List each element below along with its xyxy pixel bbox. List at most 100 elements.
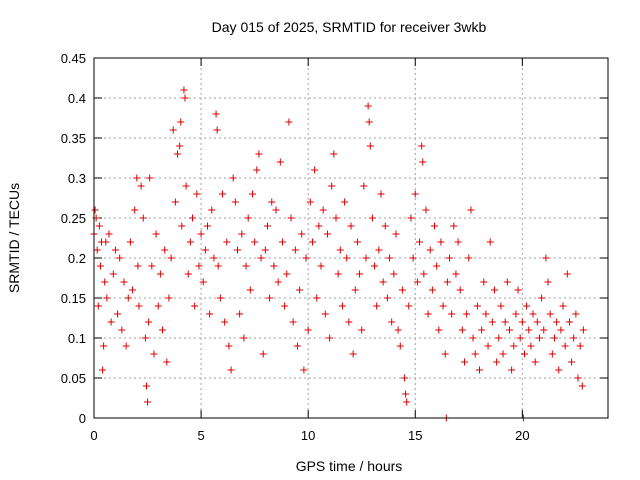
data-point [126,238,134,246]
data-point [328,182,336,190]
data-point [189,214,197,222]
data-point [137,182,145,190]
data-point [371,262,379,270]
data-point [206,310,214,318]
data-point [216,294,224,302]
data-point [559,302,567,310]
data-point [210,254,218,262]
data-point [122,342,130,350]
data-point [424,310,432,318]
x-tick-label: 20 [515,428,529,443]
data-point [204,222,212,230]
data-point [178,222,186,230]
data-point [544,278,552,286]
data-point [336,246,344,254]
data-point [259,350,267,358]
data-point [523,302,531,310]
data-point [302,254,310,262]
data-point [550,334,558,342]
data-point [191,302,199,310]
data-point [257,254,265,262]
data-point [403,398,411,406]
data-point [431,222,439,230]
data-point [255,150,263,158]
data-point [141,334,149,342]
data-point [101,278,109,286]
data-point [208,206,216,214]
data-point [422,206,430,214]
data-point [338,302,346,310]
data-point [171,198,179,206]
data-point [484,342,492,350]
data-point [360,182,368,190]
data-point [478,326,486,334]
data-point [296,286,304,294]
data-point [134,262,142,270]
data-point [304,326,312,334]
x-tick-label: 5 [197,428,204,443]
data-point [139,214,147,222]
data-point [176,142,184,150]
data-point [411,190,419,198]
data-point [480,278,488,286]
data-point [105,230,113,238]
data-point [94,302,102,310]
data-point [131,206,139,214]
data-point [426,246,434,254]
data-point [116,254,124,262]
data-point [248,190,256,198]
data-point [358,326,366,334]
data-point [565,318,573,326]
data-point [452,270,460,278]
data-point [223,238,231,246]
data-point [377,190,385,198]
data-point [416,238,424,246]
y-tick-label: 0.1 [68,331,86,346]
data-point [441,350,449,358]
data-point [473,302,481,310]
data-point [180,86,188,94]
y-tick-label: 0.25 [61,211,86,226]
data-point [407,214,415,222]
data-point [396,342,404,350]
data-point [129,286,137,294]
data-point [347,222,355,230]
data-point [276,158,284,166]
data-point [443,278,451,286]
data-point [501,318,509,326]
data-point [146,174,154,182]
data-point [263,222,271,230]
data-point [418,142,426,150]
data-point [181,94,189,102]
data-point [236,310,244,318]
data-point [401,374,409,382]
data-point [497,302,505,310]
data-point [213,126,221,134]
data-point [493,358,501,366]
data-point [201,246,209,254]
data-point [144,398,152,406]
data-point [568,358,576,366]
data-point [274,278,282,286]
data-point [383,294,391,302]
y-tick-label: 0.3 [68,171,86,186]
data-point [525,326,533,334]
data-points [90,86,587,422]
data-point [570,334,578,342]
data-point [514,286,522,294]
x-tick-label: 10 [301,428,315,443]
data-point [413,278,421,286]
data-point [233,246,241,254]
data-point [298,230,306,238]
data-point [364,102,372,110]
data-point [482,310,490,318]
data-point [439,302,447,310]
data-point [99,366,107,374]
data-point [334,270,342,278]
data-point [195,262,203,270]
y-tick-label: 0.05 [61,371,86,386]
data-point [454,238,462,246]
data-point [419,158,427,166]
data-point [574,374,582,382]
data-point [428,286,436,294]
